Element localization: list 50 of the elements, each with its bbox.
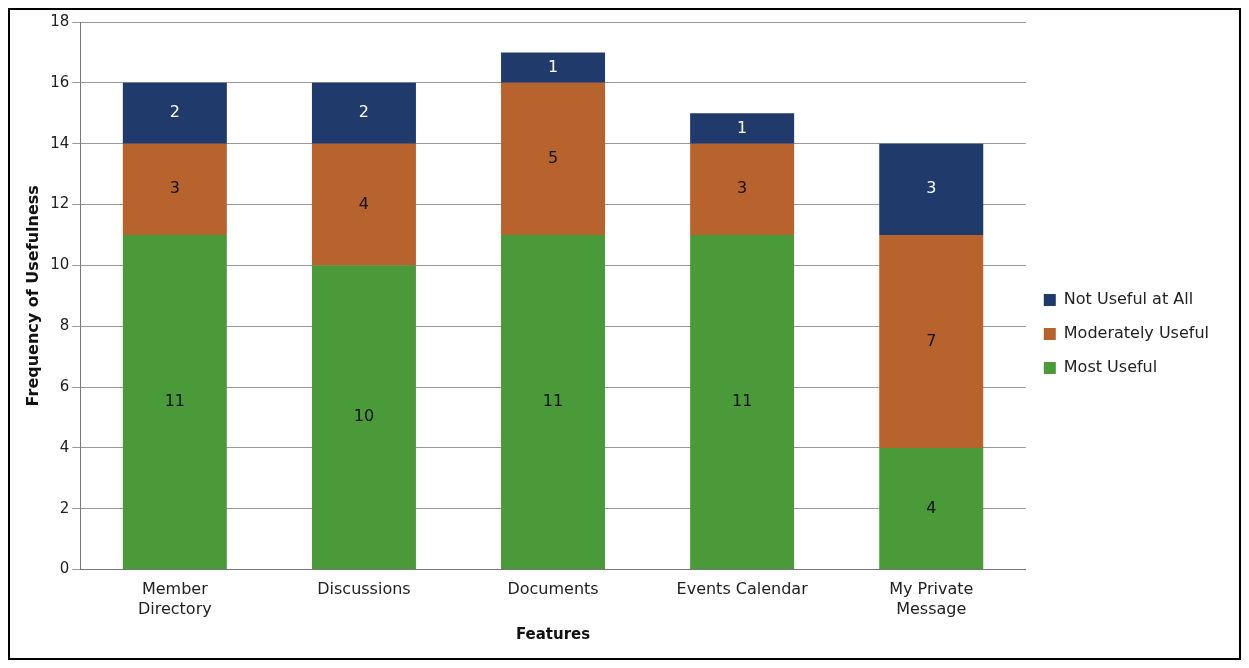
data-label: 3 [737, 178, 748, 198]
data-label: 2 [358, 102, 370, 122]
x-tick-label: My Private Message [889, 579, 974, 618]
bar [690, 143, 795, 235]
y-tick-label: 18 [50, 11, 70, 30]
data-label: 1 [737, 117, 748, 137]
x-tick-label: Discussions [317, 579, 411, 599]
bar [690, 234, 795, 570]
bar [501, 82, 606, 235]
data-label: 11 [542, 391, 564, 411]
data-label: 3 [926, 178, 937, 198]
y-tick-label: 16 [50, 72, 70, 91]
bar [122, 82, 227, 144]
y-axis-title: Frequency of Usefulness [22, 185, 42, 407]
y-tick-label: 14 [50, 133, 70, 152]
data-label: 11 [731, 391, 753, 411]
x-tick-label: Events Calendar [676, 579, 809, 599]
legend-label: Not Useful at All [1063, 289, 1194, 309]
data-label: 10 [353, 406, 375, 426]
y-tick-label: 6 [59, 376, 70, 395]
bar [690, 113, 795, 144]
data-label: 2 [169, 102, 180, 122]
y-tick-label: 2 [59, 498, 70, 517]
y-tick-label: 4 [59, 437, 70, 456]
bar [311, 82, 416, 144]
bar [122, 143, 227, 235]
data-label: 5 [547, 148, 559, 168]
x-tick-label: Documents [507, 579, 599, 599]
y-tick-label: 0 [59, 559, 70, 578]
data-label: 3 [169, 178, 180, 198]
data-label: 1 [547, 56, 559, 76]
data-label: 11 [164, 391, 186, 411]
y-tick-label: 8 [59, 316, 70, 335]
bar [501, 52, 606, 83]
legend-label: Moderately Useful [1063, 323, 1209, 343]
bar [311, 265, 416, 570]
y-tick-label: 12 [50, 194, 70, 213]
data-label: 7 [926, 330, 937, 350]
bar [501, 234, 606, 570]
bar [879, 234, 984, 448]
bar [879, 447, 984, 570]
x-tick-label: Member Directory [137, 579, 212, 618]
y-tick-label: 10 [50, 255, 70, 274]
legend-label: Most Useful [1063, 357, 1158, 377]
bar [311, 143, 416, 266]
data-label: 4 [926, 497, 937, 517]
bar [879, 143, 984, 235]
x-axis-title: Features [515, 624, 591, 643]
data-label: 4 [358, 193, 370, 213]
bar [122, 234, 227, 570]
